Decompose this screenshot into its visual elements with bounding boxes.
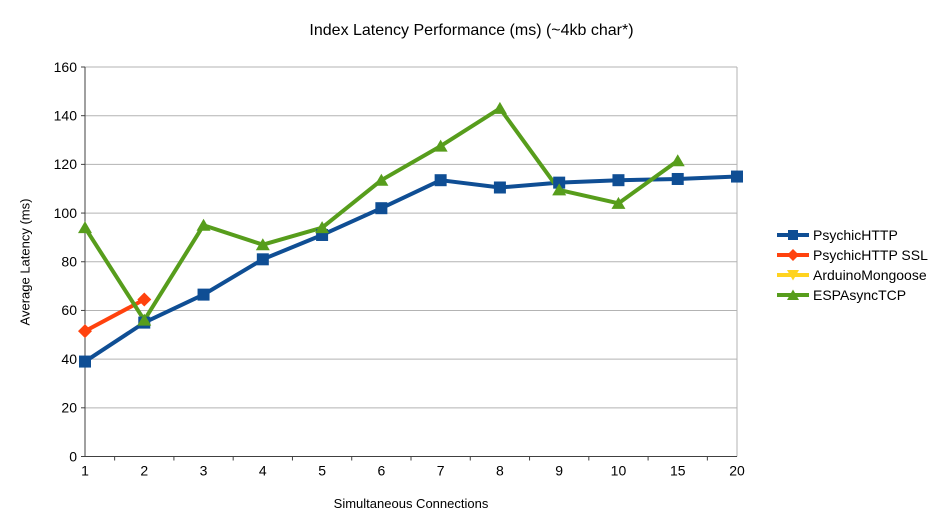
y-tick-label: 0 xyxy=(69,448,77,464)
chart-title: Index Latency Performance (ms) (~4kb cha… xyxy=(309,22,634,39)
x-tick-label: 5 xyxy=(318,463,326,479)
data-point-marker xyxy=(492,101,507,114)
data-point-marker xyxy=(137,292,152,307)
x-tick-label: 20 xyxy=(729,463,745,479)
series-line-espasynctcp xyxy=(83,106,679,323)
legend-item-arduinomongoose: ArduinoMongoose xyxy=(776,267,928,283)
data-point-marker xyxy=(196,218,211,231)
data-point-marker xyxy=(374,173,389,186)
y-tick-label: 80 xyxy=(61,254,77,270)
y-tick-label: 60 xyxy=(61,302,77,318)
x-tick-label: 10 xyxy=(611,463,627,479)
data-point-marker xyxy=(553,176,566,189)
x-tick-label: 1 xyxy=(81,463,89,479)
data-point-marker xyxy=(78,324,92,339)
x-axis-title: Simultaneous Connections xyxy=(333,496,489,511)
legend-marker-triangle-down-icon xyxy=(777,270,809,281)
legend-item-psychichttp: PsychicHTTP xyxy=(776,227,928,243)
x-tick-label: 6 xyxy=(377,463,385,479)
legend-item-espasynctcp: ESPAsyncTCP xyxy=(776,287,928,303)
data-point-marker xyxy=(612,174,625,187)
data-point-marker xyxy=(493,181,506,194)
y-tick-label: 100 xyxy=(54,205,78,221)
data-point-marker xyxy=(375,202,388,215)
y-tick-label: 160 xyxy=(54,59,78,75)
data-point-marker xyxy=(671,172,684,185)
y-tick-label: 40 xyxy=(61,351,77,367)
x-tick-label: 7 xyxy=(437,463,445,479)
data-point-marker xyxy=(79,355,91,368)
legend: PsychicHTTP PsychicHTTP SSL ArduinoMongo… xyxy=(776,227,928,303)
y-tick-label: 120 xyxy=(54,156,78,172)
data-point-marker xyxy=(552,183,567,196)
data-point-marker xyxy=(255,238,270,251)
x-tick-label: 9 xyxy=(555,463,563,479)
y-tick-label: 20 xyxy=(61,400,77,416)
x-tick-label: 4 xyxy=(259,463,267,479)
x-tick-label: 3 xyxy=(200,463,208,479)
legend-label: PsychicHTTP SSL xyxy=(813,247,928,263)
data-point-marker xyxy=(434,174,447,187)
legend-label: ESPAsyncTCP xyxy=(813,287,907,303)
data-point-marker xyxy=(731,170,743,183)
data-point-marker xyxy=(137,313,152,326)
data-point-marker xyxy=(78,221,92,234)
legend-label: PsychicHTTP xyxy=(813,227,898,243)
x-tick-label: 8 xyxy=(496,463,504,479)
legend-marker-triangle-up-icon xyxy=(777,289,809,300)
data-point-marker xyxy=(670,154,685,167)
data-point-marker xyxy=(433,139,448,152)
legend-marker-square-icon xyxy=(777,230,809,240)
data-point-marker xyxy=(611,196,626,209)
series-line-psychichttp xyxy=(83,174,738,364)
data-point-marker xyxy=(315,221,330,234)
y-axis-title: Average Latency (ms) xyxy=(17,198,33,326)
y-tick-label: 140 xyxy=(54,107,78,123)
legend-marker-diamond-icon xyxy=(777,249,809,261)
legend-label: ArduinoMongoose xyxy=(813,267,927,283)
x-tick-label: 15 xyxy=(670,463,686,479)
data-point-marker xyxy=(197,288,210,301)
legend-item-psychichttp-ssl: PsychicHTTP SSL xyxy=(776,247,928,263)
data-point-marker xyxy=(256,253,269,266)
x-tick-label: 2 xyxy=(140,463,148,479)
